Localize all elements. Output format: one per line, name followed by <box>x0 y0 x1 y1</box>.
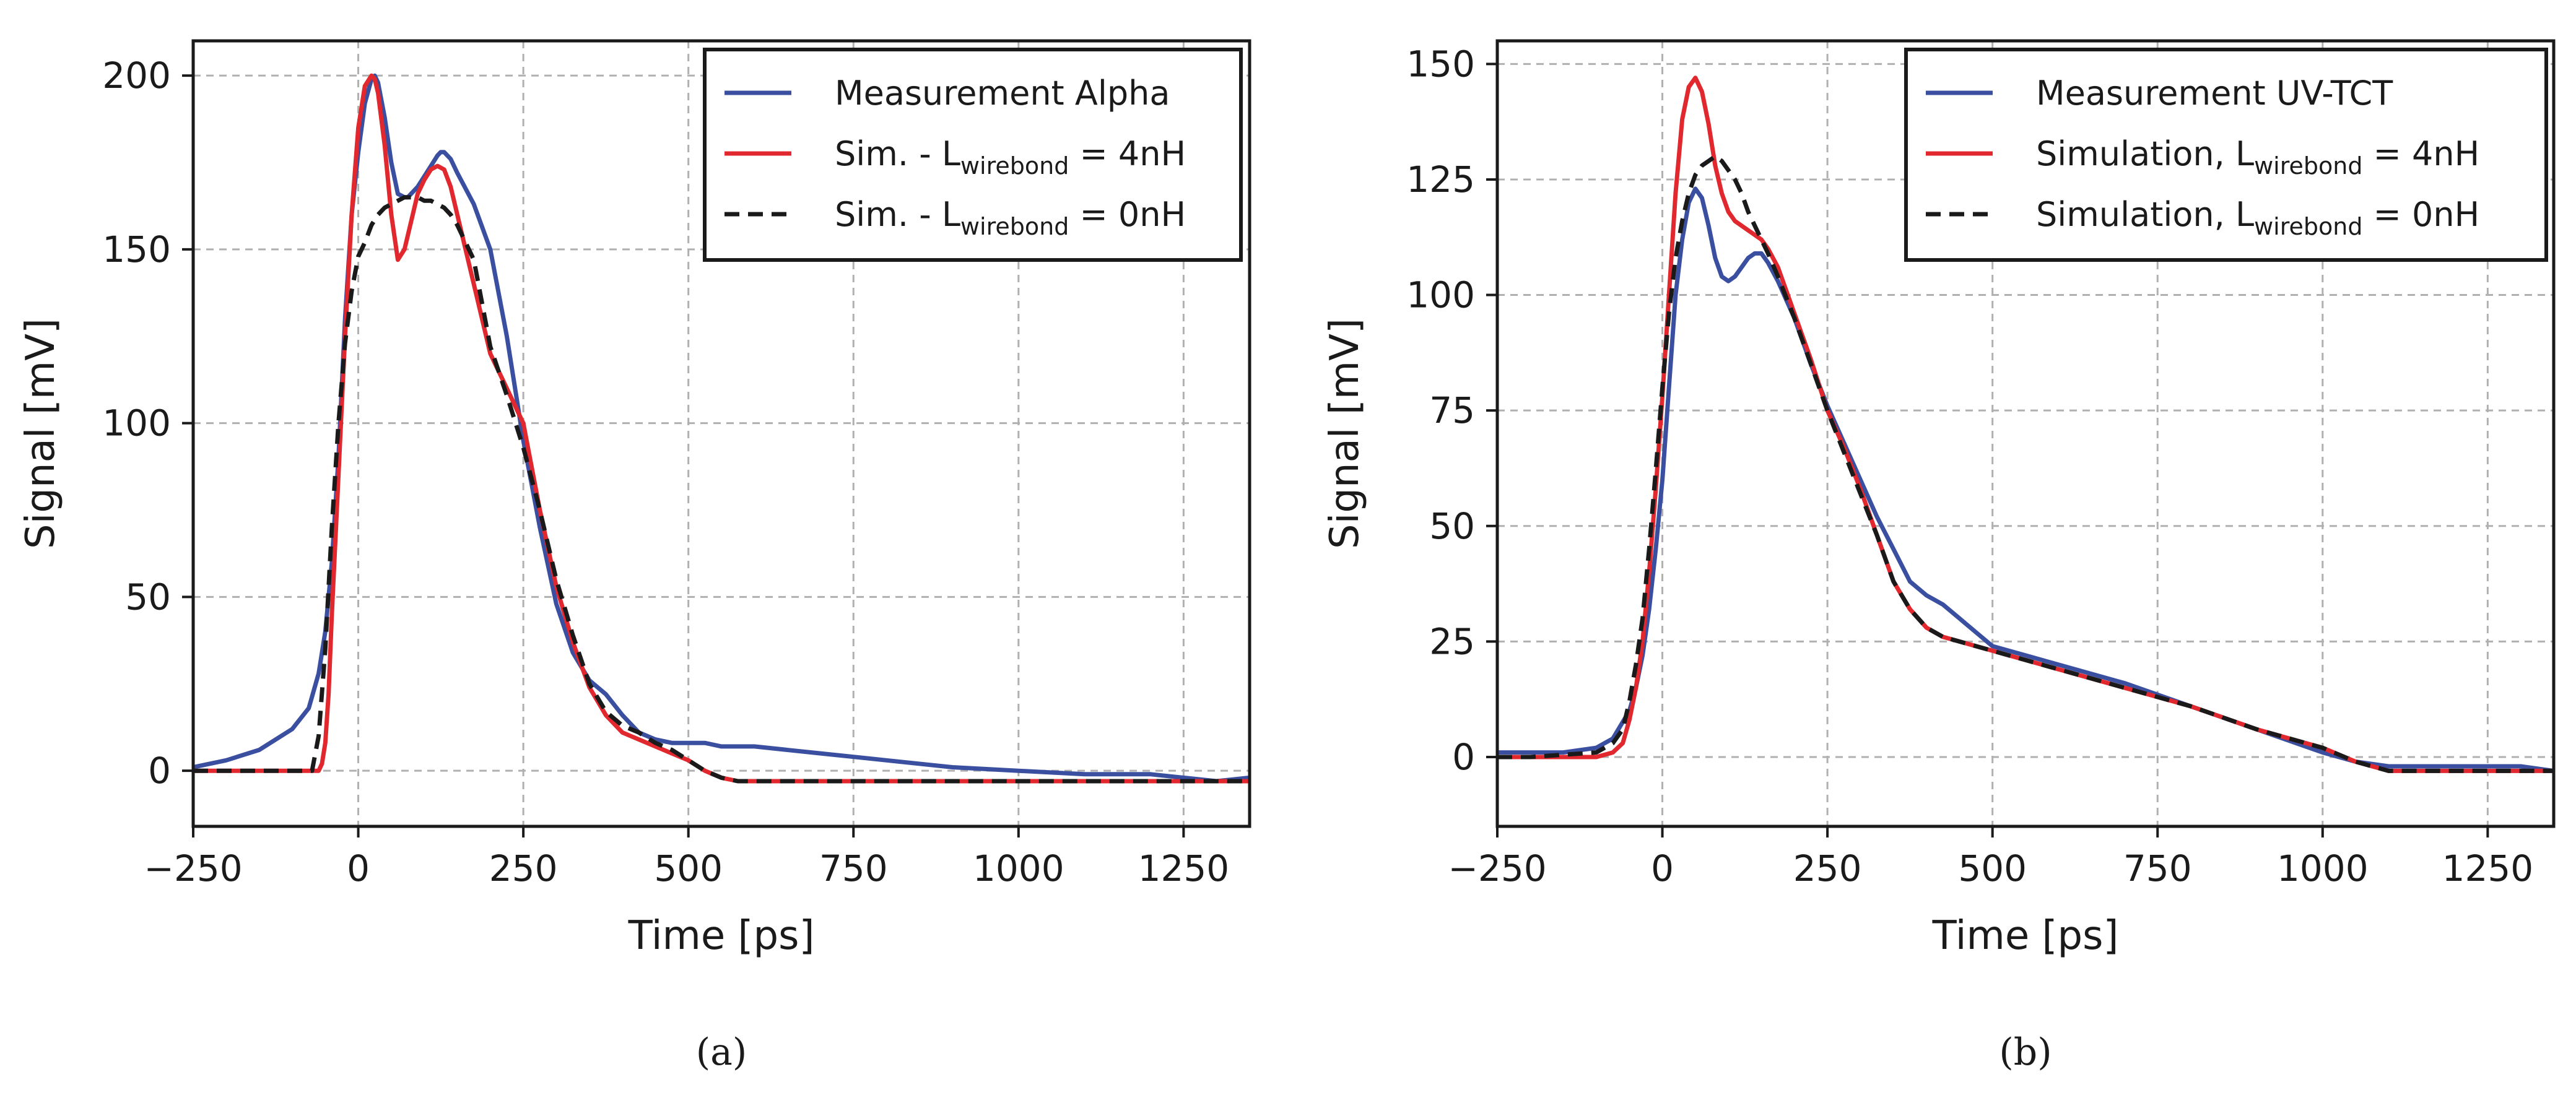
x-tick-label: 500 <box>654 847 723 889</box>
y-tick-label: 75 <box>1429 389 1475 431</box>
x-tick-label: 1000 <box>2277 847 2369 889</box>
chart-panel-b: −250 0 250 500 750 1000 1250 0 25 50 75 100 125 150 Ti… <box>1322 39 2556 1074</box>
legend-box <box>703 48 1243 262</box>
x-tick-label: 500 <box>1958 847 2027 889</box>
series-group <box>1497 76 2554 773</box>
series-line-3 <box>1497 154 2554 773</box>
legend-box <box>1904 48 2548 262</box>
x-tick-label: −250 <box>144 847 242 889</box>
x-tick-label: 750 <box>2123 847 2192 889</box>
x-tick-label: 0 <box>347 847 370 889</box>
y-axis-label: Signal [mV] <box>18 318 64 549</box>
legend-label-2: Sim. - Lwirebond = 4nH <box>835 134 1186 180</box>
series-group <box>193 73 1250 784</box>
panel-label: (b) <box>1999 1031 2052 1074</box>
y-tick-label: 50 <box>125 576 171 618</box>
plot-frame <box>191 39 1251 828</box>
x-tick-label: 1250 <box>1138 847 1230 889</box>
plot-frame <box>1495 39 2556 828</box>
legend-label-2: Simulation, Lwirebond = 4nH <box>2036 134 2479 180</box>
x-tick-label: 0 <box>1651 847 1674 889</box>
y-tick-label: 0 <box>148 750 171 792</box>
x-tick-label: 250 <box>489 847 558 889</box>
legend-label-3: Simulation, Lwirebond = 0nH <box>2036 195 2479 240</box>
legend-label-1: Measurement Alpha <box>835 74 1170 113</box>
y-tick-label: 100 <box>1406 274 1475 316</box>
legend-label-3: Sim. - Lwirebond = 0nH <box>835 195 1186 240</box>
series-line-3 <box>193 195 1250 784</box>
y-tick-label: 100 <box>102 402 171 444</box>
x-tick-label: 1000 <box>973 847 1064 889</box>
legend: Measurement UV-TCT Simulation, Lwirebond … <box>1904 48 2548 262</box>
y-tick-label: 25 <box>1429 620 1475 662</box>
y-tick-label: 150 <box>102 228 171 271</box>
x-tick-label: 750 <box>819 847 888 889</box>
x-axis-label: Time [ps] <box>1932 913 2119 959</box>
legend: Measurement Alpha Sim. - Lwirebond = 4nH S… <box>703 48 1243 262</box>
y-tick-label: 50 <box>1429 505 1475 547</box>
chart-panel-a: −250 0 250 500 750 1000 1250 0 50 100 150 200 Time [… <box>18 39 1251 1074</box>
legend-label-1: Measurement UV-TCT <box>2036 74 2393 113</box>
y-tick-label: 200 <box>102 54 171 97</box>
x-tick-label: 1250 <box>2442 847 2534 889</box>
y-tick-label: 150 <box>1406 43 1475 85</box>
y-tick-label: 125 <box>1406 158 1475 201</box>
x-axis-label: Time [ps] <box>628 913 815 959</box>
panel-label: (a) <box>696 1031 747 1074</box>
x-tick-label: 250 <box>1793 847 1862 889</box>
x-tick-label: −250 <box>1448 847 1546 889</box>
y-tick-label: 0 <box>1452 736 1475 778</box>
y-axis-label: Signal [mV] <box>1322 318 1368 549</box>
